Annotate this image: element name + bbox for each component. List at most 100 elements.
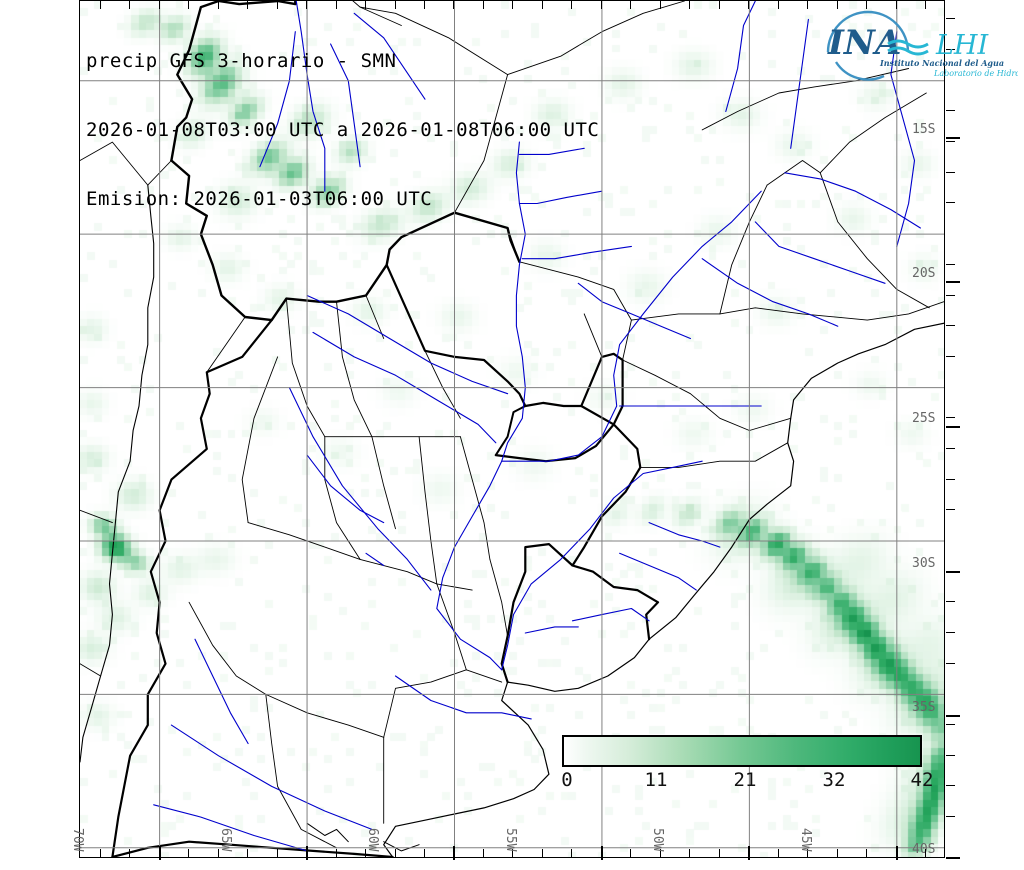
border-province-29 [766, 92, 927, 186]
border-province-27 [719, 184, 768, 315]
coastline-pacific [80, 184, 155, 763]
lon-tick-bottom [719, 849, 720, 858]
lon-tick-top [100, 0, 101, 9]
lat-tick-minor [946, 49, 955, 50]
colorbar-label-21: 21 [733, 769, 757, 791]
river-9 [353, 12, 426, 100]
lon-tick-top [748, 0, 749, 9]
lon-tick-top [925, 0, 926, 9]
border-province-10 [418, 436, 438, 585]
lon-tick-top [719, 0, 720, 9]
lon-tick-bottom [247, 849, 248, 858]
lat-tick-minor [946, 601, 955, 602]
river-6 [295, 1, 326, 192]
lat-tick-major [946, 137, 960, 139]
logo-lhi-text: LHI [935, 30, 989, 61]
lon-tick-bottom [365, 849, 366, 858]
river-1 [436, 190, 762, 671]
lat-tick-minor [946, 417, 955, 418]
lat-tick-minor [946, 356, 955, 357]
border-province-24 [639, 442, 789, 468]
lon-tick-top [601, 0, 602, 9]
lat-tick-minor [946, 509, 955, 510]
lon-tick-top [896, 0, 897, 9]
lon-tick-bottom [306, 846, 308, 860]
lon-label-65w: 65W [218, 828, 233, 852]
lat-label-15s: 15S [912, 122, 936, 137]
river-28 [365, 552, 385, 567]
river-16 [577, 282, 691, 340]
map-title-block: precip GFS 3-horario - SMN 2026-01-08T03… [86, 4, 599, 257]
river-30 [619, 552, 697, 591]
border-argentina-chile [111, 319, 273, 857]
lat-tick-minor [946, 663, 955, 664]
lon-tick-bottom [866, 849, 867, 858]
lat-tick-minor [946, 755, 955, 756]
lon-tick-top [336, 0, 337, 9]
border-province-3 [285, 298, 326, 438]
river-7 [259, 31, 296, 168]
border-bolivia-north [170, 1, 297, 162]
lat-tick-minor [946, 448, 955, 449]
lat-label-35s: 35S [912, 700, 936, 715]
lon-tick-bottom [424, 849, 425, 858]
lon-tick-bottom [925, 849, 926, 858]
border-province-0 [80, 141, 149, 186]
lon-tick-top [512, 0, 513, 9]
lon-tick-bottom [218, 849, 219, 858]
colorbar: 0 11 21 32 42 [561, 735, 933, 791]
lon-tick-bottom [512, 849, 513, 858]
lon-tick-bottom [748, 846, 750, 860]
river-22 [524, 626, 579, 634]
border-bolivia-south [170, 159, 521, 322]
lon-tick-top [277, 0, 278, 9]
border-paraguay-argentina [494, 405, 527, 457]
river-23 [394, 675, 532, 720]
lat-tick-minor [946, 110, 955, 111]
lon-tick-top [778, 0, 779, 9]
river-3 [306, 294, 509, 395]
river-5 [288, 387, 432, 591]
lon-tick-top [129, 0, 130, 9]
lon-tick-top [424, 0, 425, 9]
lon-tick-top [689, 0, 690, 9]
map-plot-area [79, 0, 945, 858]
lat-label-20s: 20S [912, 266, 936, 281]
lat-label-25s: 25S [912, 411, 936, 426]
lon-tick-bottom [188, 849, 189, 858]
lon-label-60w: 60W [365, 828, 380, 852]
logo-lhi-subtitle: Laboratorio de Hidrologia [933, 69, 1018, 78]
border-province-21 [465, 669, 503, 683]
graticule-layer [80, 1, 944, 857]
lon-tick-bottom [689, 849, 690, 858]
lon-tick-bottom [100, 849, 101, 858]
river-21 [571, 607, 650, 622]
lat-tick-minor [946, 785, 955, 786]
lon-tick-bottom [159, 846, 161, 860]
logo-arc-bottom [834, 61, 885, 81]
river-12 [890, 31, 916, 247]
lon-tick-bottom [660, 849, 661, 858]
river-8 [330, 43, 361, 168]
lon-tick-top [218, 0, 219, 9]
lon-tick-top [807, 0, 808, 9]
border-province-31 [507, 227, 520, 263]
border-province-20 [489, 558, 509, 637]
lat-tick-major [946, 426, 960, 428]
lon-tick-top [571, 0, 572, 9]
forecast-valid-range: 2026-01-08T03:00 UTC a 2026-01-08T06:00 … [86, 119, 600, 141]
lon-tick-top [866, 0, 867, 9]
lon-tick-top [630, 0, 631, 9]
lat-tick-major [946, 857, 960, 859]
lat-tick-minor [946, 632, 955, 633]
emission-time: Emision: 2026-01-03T06:00 UTC [86, 188, 433, 210]
lon-tick-bottom [571, 849, 572, 858]
border-province-2 [206, 316, 246, 373]
coast-detail-b [383, 841, 420, 852]
lon-tick-top [453, 0, 454, 9]
lon-tick-bottom [336, 849, 337, 858]
logo-wave-1 [887, 39, 929, 49]
lat-tick-minor [946, 18, 955, 19]
border-province-37 [80, 663, 102, 677]
